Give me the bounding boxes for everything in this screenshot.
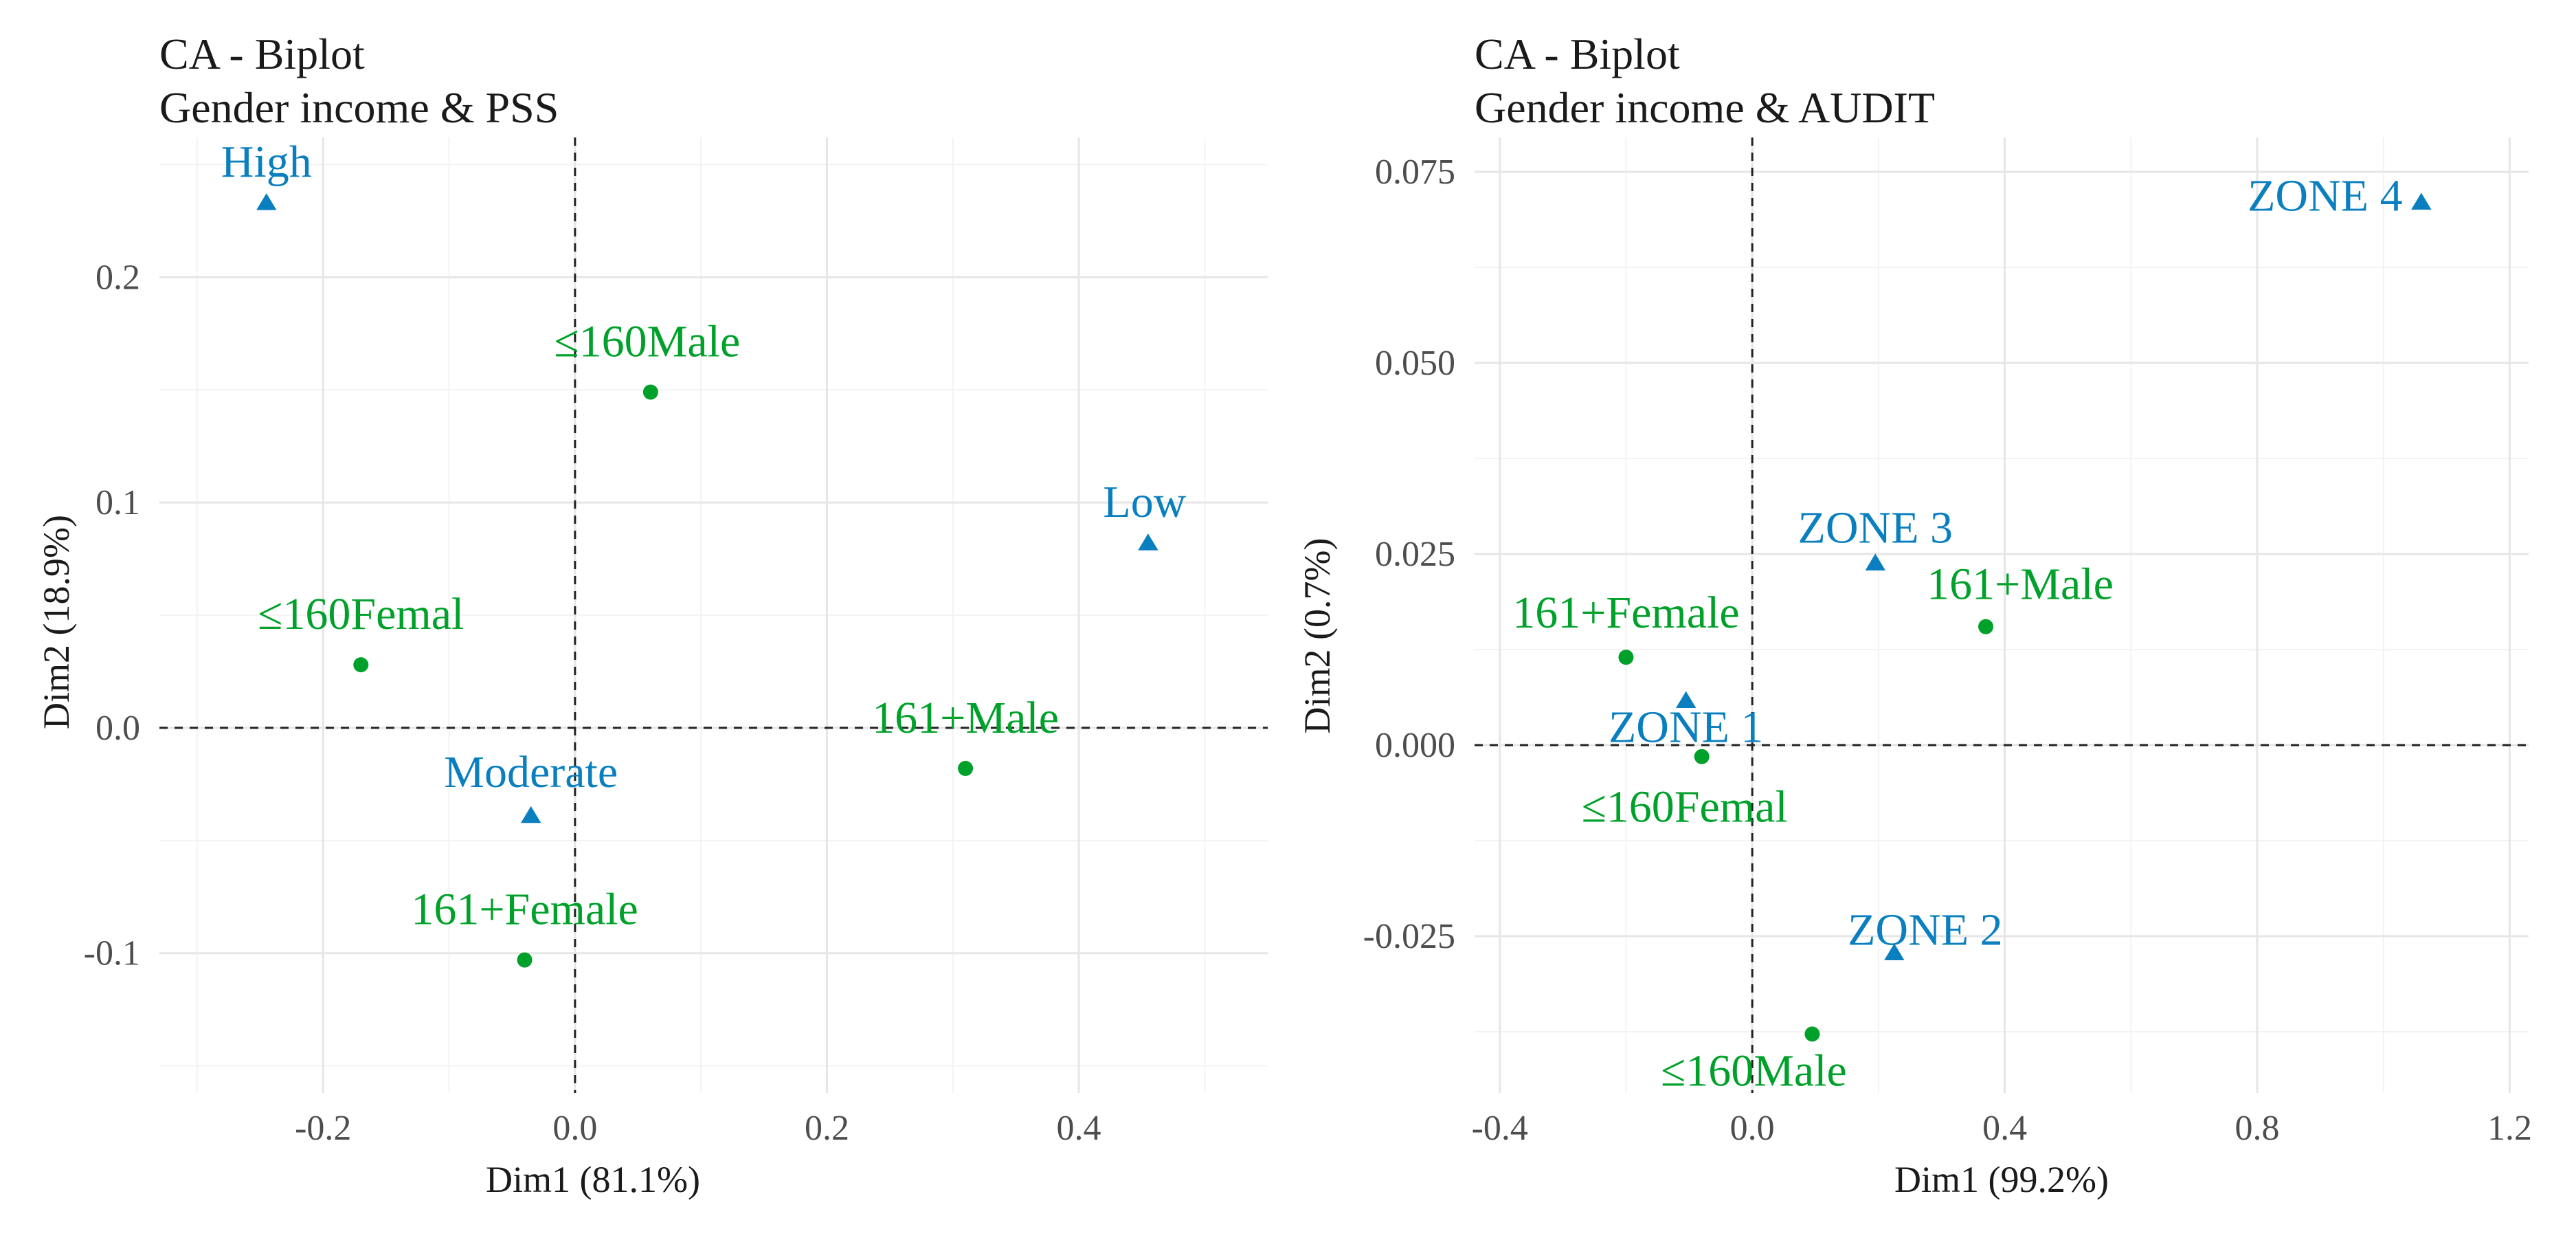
x-tick-label: 0.0	[1730, 1109, 1775, 1148]
point-label: Low	[1103, 477, 1186, 527]
point-label: ≤160Femal	[1582, 782, 1788, 832]
x-tick-label: 0.8	[2235, 1109, 2280, 1148]
x-tick-label: 1.2	[2487, 1109, 2532, 1148]
y-axis-ticks: -0.025 0.000 0.025 0.050 0.075	[1363, 153, 1455, 956]
y-tick-label: 0.2	[96, 258, 140, 297]
point-label: ≤160Femal	[258, 589, 464, 639]
x-tick-label: 0.2	[805, 1109, 849, 1148]
point-label: ZONE 1	[1609, 702, 1763, 753]
y-axis-label: Dim2 (0.7%)	[1297, 538, 1338, 734]
column-point-marker	[2411, 192, 2432, 210]
column-point-marker	[1138, 533, 1158, 551]
x-axis-label: Dim1 (99.2%)	[1894, 1159, 2109, 1200]
chart-subtitle: Gender income & AUDIT	[1475, 83, 1935, 132]
x-tick-label: -0.2	[295, 1109, 351, 1148]
point-label: High	[221, 137, 312, 187]
y-tick-label: -0.025	[1363, 917, 1455, 956]
reference-lines	[1475, 137, 2529, 1093]
column-point-marker	[256, 193, 277, 210]
x-axis-label: Dim1 (81.1%)	[486, 1159, 700, 1200]
y-tick-label: 0.1	[96, 483, 140, 522]
column-point-marker	[1676, 691, 1696, 709]
column-point-marker	[521, 806, 541, 823]
points: ≤160Male ≤160Femal 161+Male 161+Female High L…	[221, 137, 1187, 968]
point-label: 161+Male	[1927, 560, 2114, 610]
y-axis-ticks: -0.1 0.0 0.1 0.2	[84, 258, 140, 973]
y-tick-label: 0.025	[1375, 535, 1455, 574]
row-point-marker	[642, 384, 658, 400]
chart-subtitle: Gender income & PSS	[159, 83, 559, 132]
row-point-marker	[1694, 749, 1710, 764]
chart-title: CA - Biplot	[1475, 30, 1680, 78]
row-point-marker	[1618, 650, 1634, 665]
column-point-marker	[1865, 553, 1885, 571]
row-point-marker	[517, 952, 533, 968]
points: 161+Female 161+Male ≤160Femal ≤160Male ZONE …	[1512, 171, 2432, 1096]
point-label: 161+Female	[411, 885, 638, 935]
point-label: ≤160Male	[1661, 1045, 1847, 1096]
grid	[1475, 137, 2529, 1093]
row-point-marker	[1978, 619, 1994, 634]
row-point-marker	[958, 760, 974, 776]
chart-title: CA - Biplot	[159, 30, 365, 78]
point-label: Moderate	[444, 747, 618, 797]
y-axis-label: Dim2 (18.9%)	[36, 515, 77, 729]
x-tick-label: 0.4	[1982, 1109, 2027, 1148]
y-tick-label: 0.075	[1375, 153, 1455, 192]
x-axis-ticks: -0.2 0.0 0.2 0.4	[295, 1109, 1101, 1148]
y-tick-label: 0.0	[96, 709, 140, 748]
point-label: 161+Male	[872, 693, 1059, 743]
point-label: ZONE 4	[2248, 171, 2402, 221]
point-label: ≤160Male	[554, 316, 740, 366]
y-tick-label: 0.050	[1375, 344, 1455, 383]
x-tick-label: -0.4	[1472, 1109, 1528, 1148]
biplot-panel-audit: CA - Biplot Gender income & AUDIT -0.4 0.…	[1297, 30, 2532, 1200]
point-label: ZONE 2	[1848, 905, 2002, 955]
point-label: ZONE 3	[1798, 502, 1953, 553]
y-tick-label: -0.1	[84, 934, 140, 973]
x-tick-label: 0.4	[1057, 1109, 1101, 1148]
reference-lines	[159, 137, 1268, 1093]
x-tick-label: 0.0	[552, 1109, 597, 1148]
row-point-marker	[1804, 1026, 1820, 1042]
column-point-marker	[1884, 943, 1905, 961]
x-axis-ticks: -0.4 0.0 0.4 0.8 1.2	[1472, 1109, 2532, 1148]
biplot-panel-pss: CA - Biplot Gender income & PSS -0.2 0.0 0…	[36, 30, 1268, 1200]
row-point-marker	[353, 657, 369, 673]
point-label: 161+Female	[1512, 588, 1739, 638]
y-tick-label: 0.000	[1375, 726, 1455, 765]
